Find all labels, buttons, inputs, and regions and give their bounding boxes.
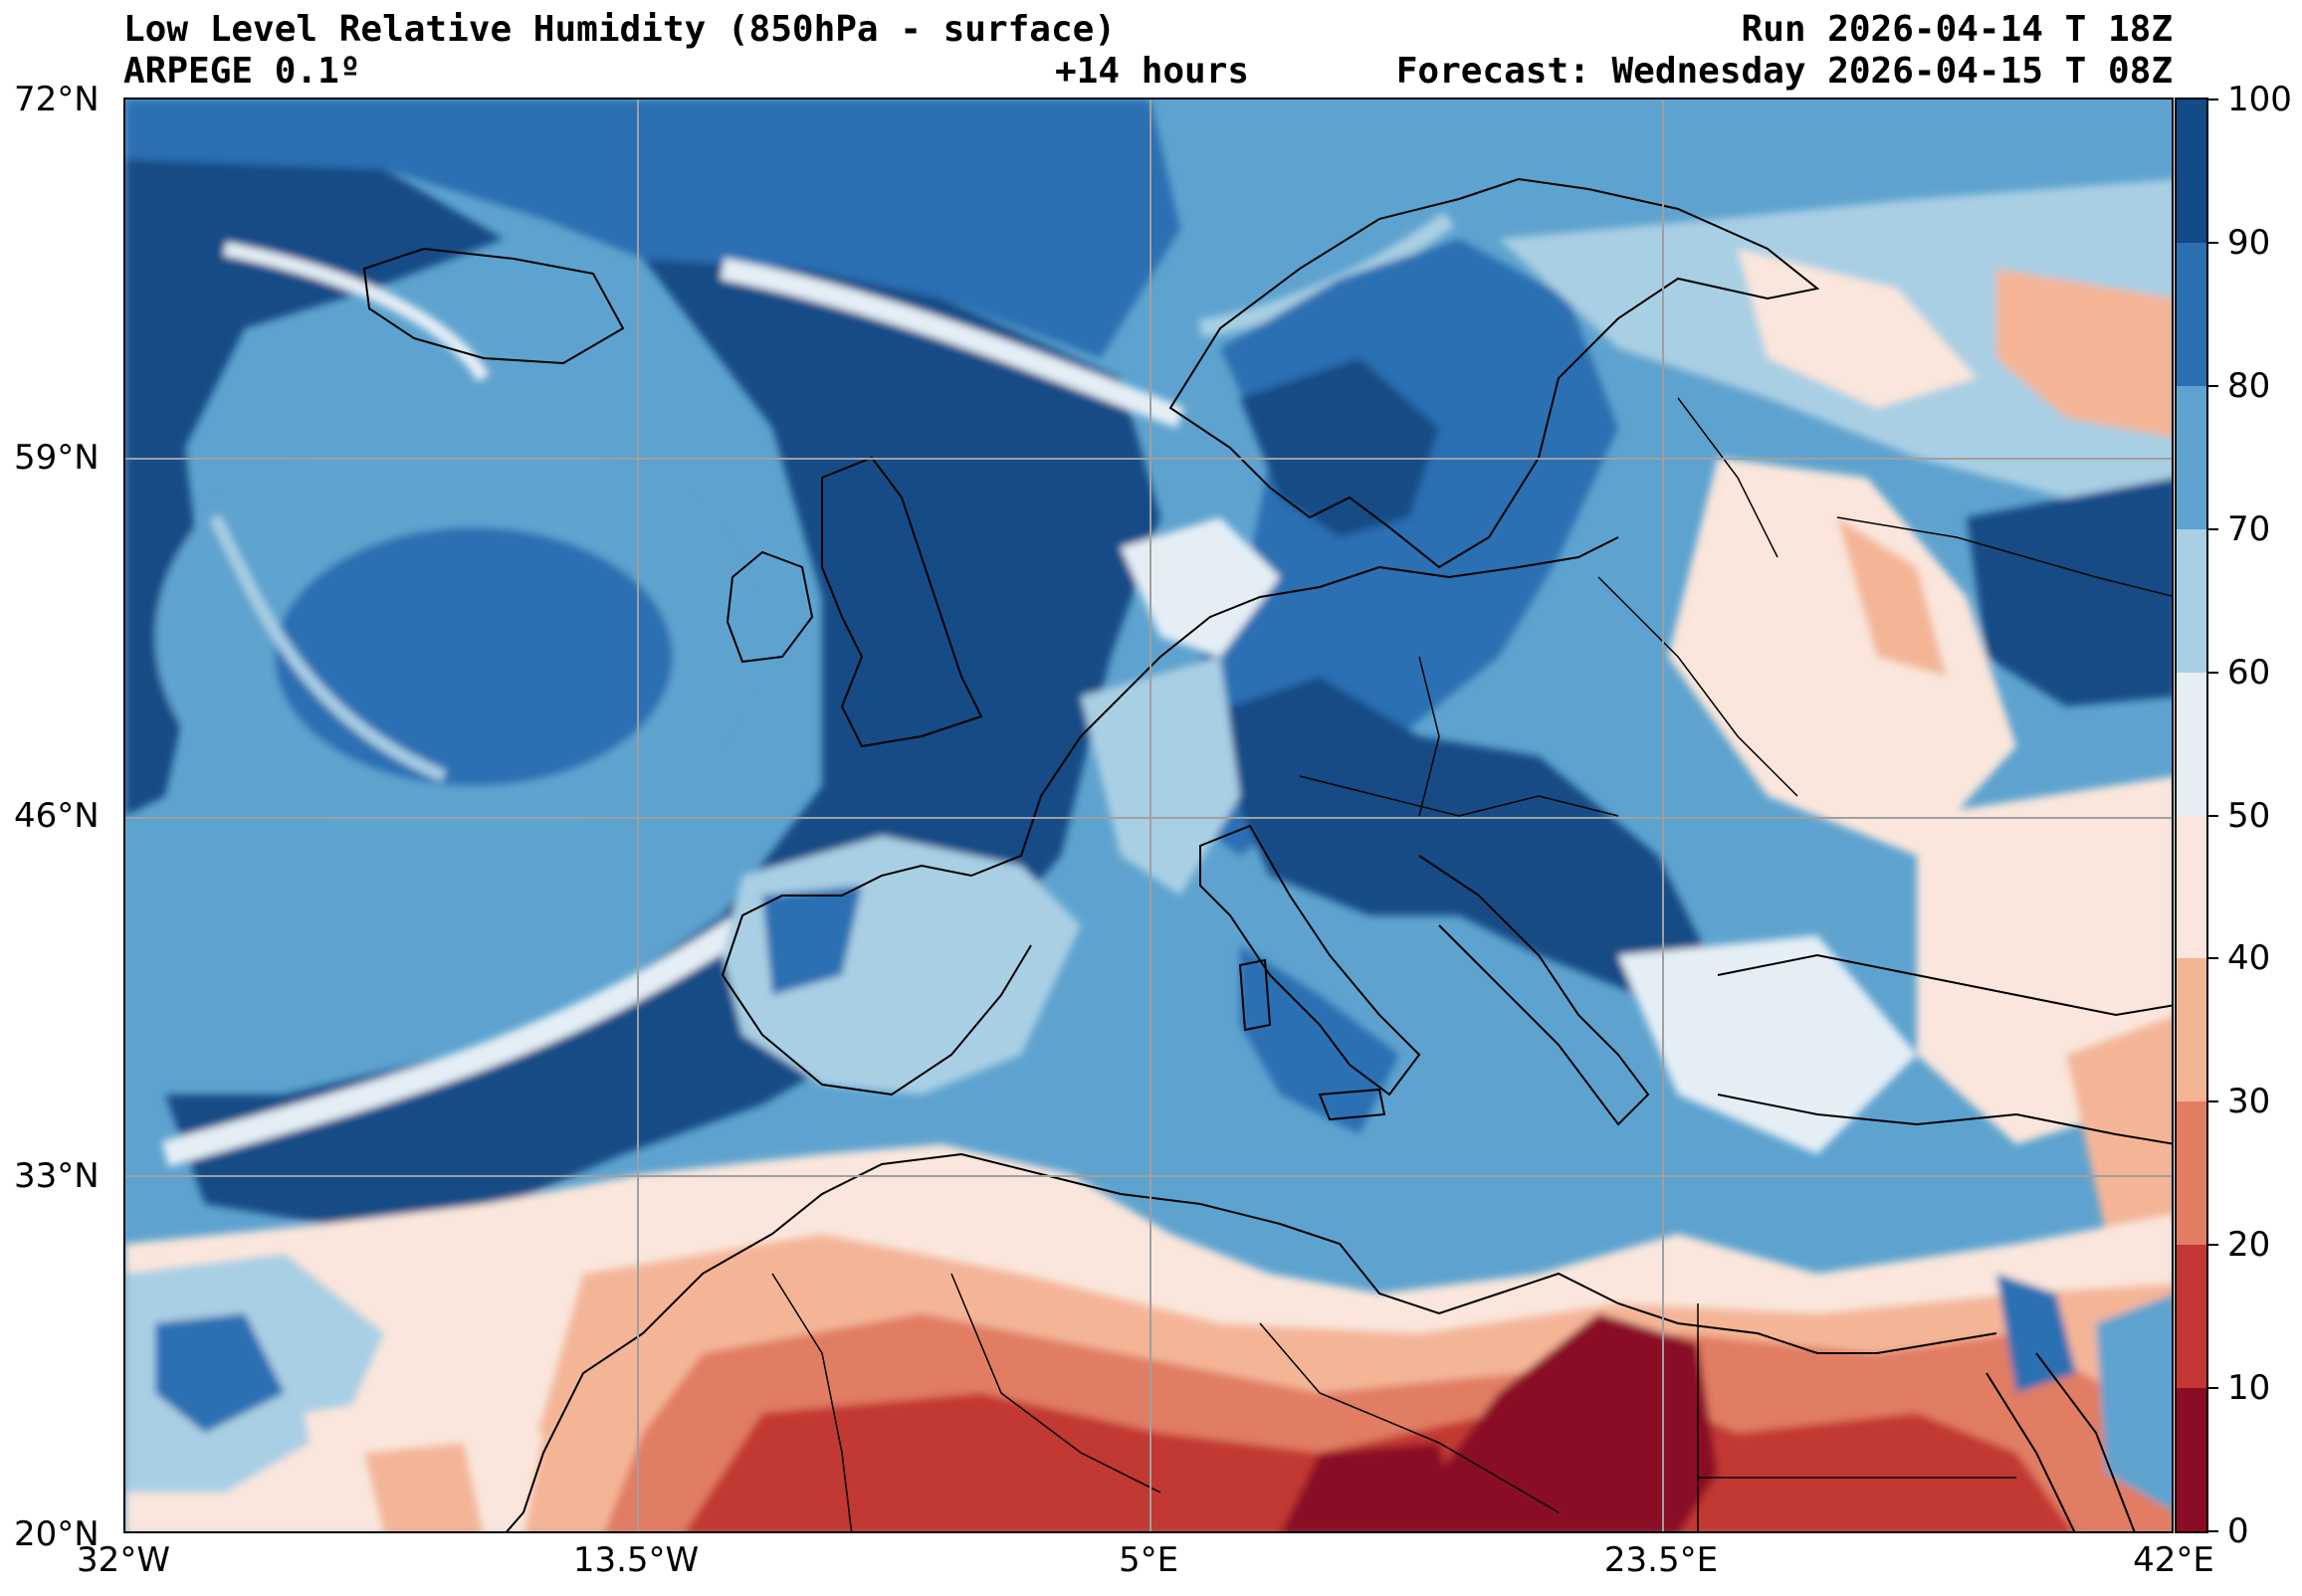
forecast-time: Forecast: Wednesday 2026-04-15 T 08Z [1395,51,2173,92]
colorbar-tick [2208,1100,2218,1103]
lon-label-42e: 42°E [2133,1540,2214,1580]
colorbar [2175,98,2208,1533]
colorbar-tick [2208,814,2218,817]
gridlines [125,100,2172,1531]
colorbar-segment [2177,242,2206,387]
colorbar-segment [2177,1101,2206,1246]
colorbar-label: 40 [2227,938,2271,979]
colorbar-label: 20 [2227,1225,2271,1266]
colorbar-segment [2177,1388,2206,1532]
colorbar-label: 90 [2227,222,2271,263]
colorbar-tick [2208,384,2218,387]
colorbar-segment [2177,815,2206,959]
colorbar-segment [2177,958,2206,1102]
colorbar-tick [2208,671,2218,674]
colorbar-tick [2208,957,2218,960]
colorbar-label: 80 [2227,365,2271,406]
colorbar-segment [2177,1245,2206,1389]
colorbar-label: 100 [2227,80,2292,119]
run-info: Run 2026-04-14 T 18Z [1741,9,2173,50]
lead-time: +14 hours [1055,51,1250,92]
colorbar-label: 50 [2227,795,2271,836]
humidity-field [125,100,2172,1531]
colorbar-tick [2208,1244,2218,1247]
colorbar-segment [2177,672,2206,816]
lat-label-59n: 59°N [14,438,100,478]
lon-label-32w: 32°W [77,1540,170,1580]
colorbar-label: 60 [2227,652,2271,693]
model-name: ARPEGE 0.1º [123,51,361,92]
lat-label-33n: 33°N [14,1156,100,1196]
colorbar-tick [2208,1387,2218,1390]
lon-label-13-5w: 13.5°W [572,1540,700,1580]
colorbar-tick [2208,1530,2218,1532]
lat-label-72n: 72°N [14,80,100,119]
lat-label-20n: 20°N [14,1514,100,1554]
coastlines [362,177,2172,1531]
colorbar-label: 0 [2227,1511,2249,1551]
colorbar-tick [2208,99,2218,100]
map-title: Low Level Relative Humidity (850hPa - su… [123,9,1116,50]
lat-label-46n: 46°N [14,796,100,836]
colorbar-label: 10 [2227,1368,2271,1409]
colorbar-segment [2177,528,2206,674]
humidity-map[interactable] [123,98,2174,1533]
colorbar-label: 30 [2227,1082,2271,1122]
lon-label-5e: 5°E [1118,1540,1179,1580]
colorbar-label: 70 [2227,508,2271,549]
lon-label-23-5e: 23.5°E [1603,1540,1719,1580]
colorbar-tick [2208,241,2218,244]
colorbar-segment [2177,100,2206,244]
colorbar-segment [2177,385,2206,530]
colorbar-tick [2208,527,2218,530]
